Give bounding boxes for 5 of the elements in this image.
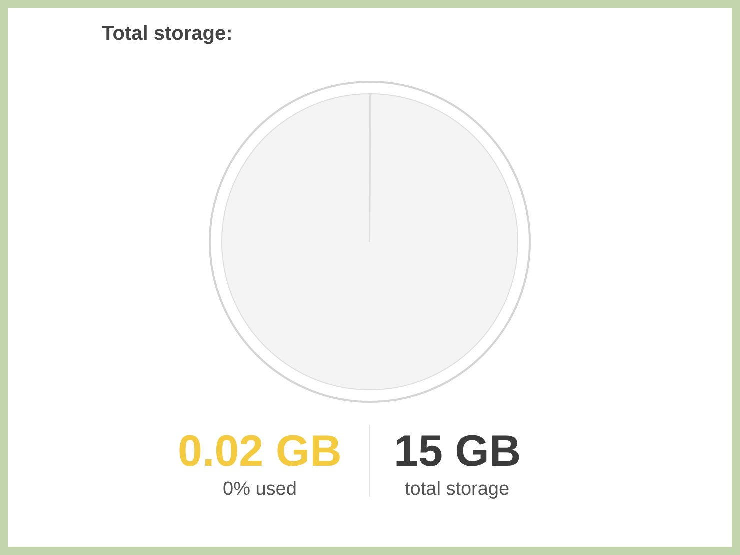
chart-title: Total storage: (102, 23, 233, 45)
text: 0.02 GB (178, 427, 342, 476)
text: 15 GB (394, 427, 522, 476)
text: total storage (405, 479, 510, 500)
text: 0% used (223, 479, 297, 500)
